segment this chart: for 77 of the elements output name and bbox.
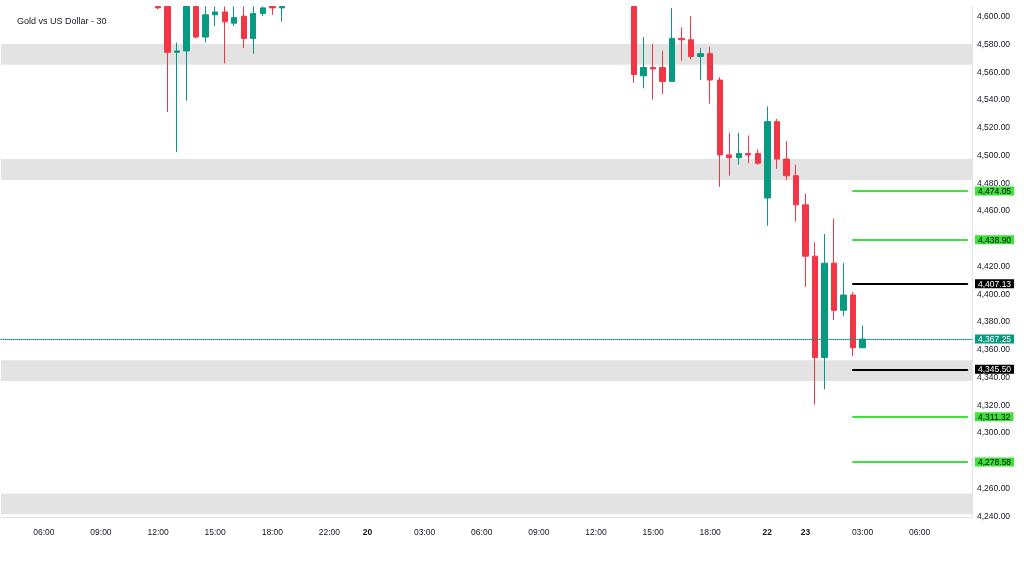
candlestick bbox=[688, 15, 694, 60]
y-tick-label: 4,460.00 bbox=[977, 205, 1011, 216]
y-tick-label: 4,240.00 bbox=[977, 510, 1011, 521]
text: Gold vs US Dollar - 30 bbox=[17, 15, 107, 26]
y-tick-label: 4,400.00 bbox=[977, 288, 1011, 299]
candlestick bbox=[164, 6, 171, 113]
x-tick-label: 22:00 bbox=[318, 526, 341, 537]
candlestick bbox=[774, 118, 780, 170]
x-tick-label: 09:00 bbox=[528, 526, 550, 537]
x-tick-label: 06:00 bbox=[909, 526, 931, 537]
candlestick bbox=[174, 42, 180, 153]
x-tick-label: 06:00 bbox=[33, 526, 55, 537]
ref-line-label: 4,311.32 bbox=[978, 411, 1011, 422]
ref-line-label: 4,474.05 bbox=[978, 185, 1012, 196]
candlestick bbox=[212, 6, 218, 27]
y-tick-label: 4,360.00 bbox=[977, 344, 1011, 355]
ref-line-label: 4,278.58 bbox=[978, 457, 1012, 468]
candlestick bbox=[707, 46, 713, 105]
x-tick-label: 12:00 bbox=[147, 526, 169, 537]
candlestick bbox=[250, 6, 256, 55]
x-tick-label: 18:00 bbox=[261, 526, 284, 537]
candlestick bbox=[764, 105, 771, 227]
x-tick-label: 20 bbox=[362, 526, 373, 537]
candlestick bbox=[222, 6, 228, 64]
ref-line-label: 4,367.25 bbox=[978, 334, 1012, 345]
y-tick-label: 4,560.00 bbox=[977, 66, 1011, 77]
y-tick-label: 4,580.00 bbox=[977, 38, 1011, 49]
x-tick-label: 03:00 bbox=[413, 526, 436, 537]
candlestick bbox=[231, 6, 237, 27]
candlestick bbox=[650, 43, 656, 100]
y-tick-label: 4,480.00 bbox=[977, 177, 1011, 188]
candlestick bbox=[183, 6, 190, 102]
candlestick bbox=[269, 6, 276, 16]
candlestick bbox=[631, 6, 637, 84]
x-tick-label: 06:00 bbox=[471, 526, 493, 537]
candlestick bbox=[755, 148, 761, 166]
candlestick bbox=[745, 135, 751, 164]
x-tick-label: 18:00 bbox=[699, 526, 722, 537]
candlestick bbox=[260, 6, 266, 17]
x-tick-label: 09:00 bbox=[90, 526, 112, 537]
y-tick-label: 4,540.00 bbox=[977, 94, 1011, 105]
candlestick bbox=[812, 241, 818, 406]
candlestick bbox=[697, 47, 704, 81]
x-tick-label: 15:00 bbox=[204, 526, 227, 537]
y-tick-label: 4,320.00 bbox=[977, 399, 1011, 410]
candlestick bbox=[831, 218, 837, 321]
candlestick bbox=[850, 291, 856, 357]
y-tick-label: 4,300.00 bbox=[977, 427, 1011, 438]
y-tick-label: 4,520.00 bbox=[977, 122, 1011, 133]
candlestick bbox=[678, 26, 685, 62]
y-tick-label: 4,380.00 bbox=[977, 316, 1011, 327]
candlestick bbox=[279, 6, 285, 23]
candlestick bbox=[793, 164, 799, 223]
candlestick bbox=[717, 76, 723, 188]
candlestick bbox=[802, 193, 809, 288]
candlestick bbox=[241, 6, 247, 49]
x-tick-label: 22 bbox=[762, 526, 773, 537]
x-tick-label: 15:00 bbox=[642, 526, 664, 537]
y-tick-label: 4,600.00 bbox=[977, 11, 1011, 22]
candlestick bbox=[840, 262, 847, 317]
candlestick bbox=[202, 6, 209, 44]
x-tick-label: 23 bbox=[800, 526, 811, 537]
y-tick-label: 4,260.00 bbox=[977, 482, 1011, 493]
candlestick bbox=[736, 132, 742, 166]
ref-line-label: 4,438.90 bbox=[978, 234, 1012, 245]
x-tick-label: 12:00 bbox=[585, 526, 607, 537]
candlestick bbox=[640, 36, 647, 89]
y-tick-label: 4,420.00 bbox=[977, 260, 1011, 271]
ref-line-label: 4,407.13 bbox=[978, 278, 1012, 289]
candlestick bbox=[783, 140, 790, 181]
candlestick bbox=[726, 132, 732, 177]
candlestick bbox=[669, 7, 675, 82]
candlestick bbox=[193, 6, 199, 39]
candlestick bbox=[155, 6, 161, 10]
x-tick-label: 03:00 bbox=[851, 526, 874, 537]
y-tick-label: 4,500.00 bbox=[977, 149, 1011, 160]
candlestick bbox=[659, 50, 666, 95]
